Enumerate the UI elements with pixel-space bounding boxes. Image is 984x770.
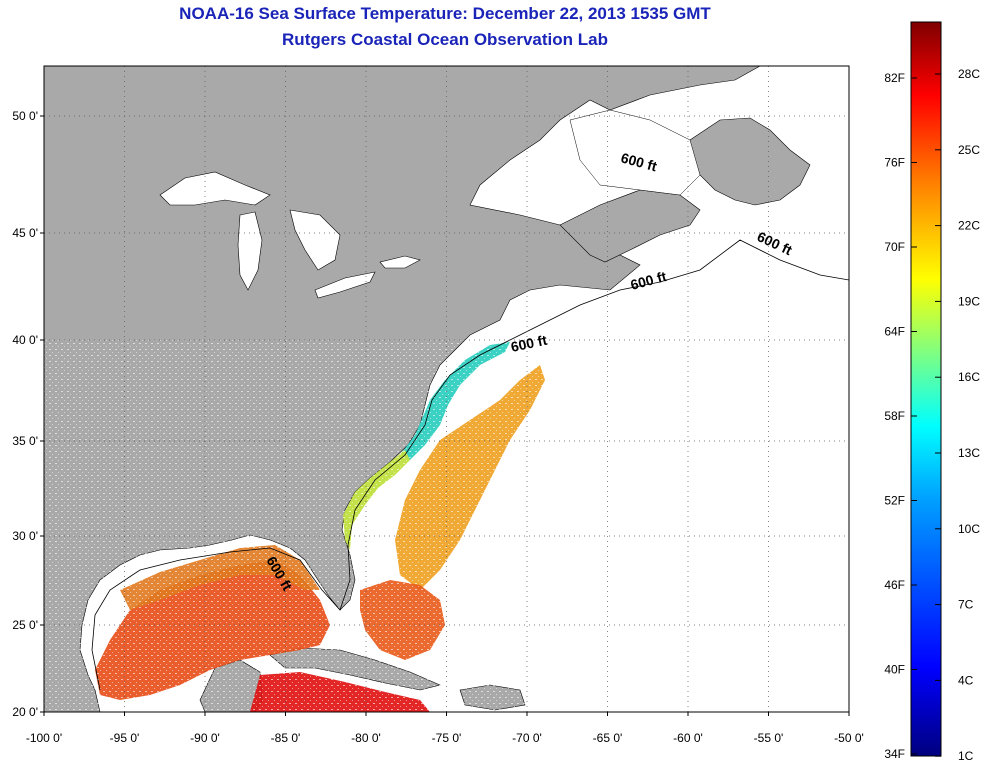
colorbar-c-label: 13C xyxy=(958,446,980,460)
lon-tick-label: -55 0' xyxy=(754,731,784,745)
lat-tick-label: 45 0' xyxy=(12,226,38,240)
graticule xyxy=(44,66,849,712)
gulf-st-lawrence xyxy=(569,109,701,196)
lat-tick-label: 25 0' xyxy=(12,618,38,632)
colorbar-c-label: 22C xyxy=(958,219,980,233)
lon-tick-label: -95 0' xyxy=(110,731,140,745)
colorbar-fahrenheit-labels: 82F 76F 70F 64F 58F 52F 46F 40F 34F xyxy=(884,71,917,761)
lat-tick-label: 30 0' xyxy=(12,529,38,543)
lon-tick-label: -60 0' xyxy=(673,731,703,745)
colorbar-f-label: 34F xyxy=(884,747,905,761)
lon-tick-label: -75 0' xyxy=(432,731,462,745)
colorbar-f-label: 76F xyxy=(884,156,905,170)
lat-tick-label: 40 0' xyxy=(12,333,38,347)
colorbar-c-label: 10C xyxy=(958,522,980,536)
colorbar-f-label: 40F xyxy=(884,663,905,677)
colorbar-c-label: 7C xyxy=(958,598,974,612)
colorbar-f-label: 64F xyxy=(884,325,905,339)
longitude-labels: -100 0' -95 0' -90 0' -85 0' -80 0' -75 0' -70… xyxy=(26,712,864,745)
colorbar xyxy=(910,21,942,757)
lake-ontario xyxy=(379,255,421,269)
lon-tick-label: -85 0' xyxy=(271,731,301,745)
colorbar-f-label: 46F xyxy=(884,578,905,592)
lon-tick-label: -70 0' xyxy=(512,731,542,745)
colorbar-f-label: 82F xyxy=(884,71,905,85)
colorbar-f-label: 70F xyxy=(884,240,905,254)
lake-michigan xyxy=(237,211,263,291)
land-newfoundland xyxy=(689,117,811,206)
lat-tick-label: 20 0' xyxy=(12,705,38,719)
colorbar-c-label: 1C xyxy=(958,749,974,763)
map-title: NOAA-16 Sea Surface Temperature: Decembe… xyxy=(179,4,711,23)
colorbar-f-label: 58F xyxy=(884,409,905,423)
lon-tick-label: -90 0' xyxy=(190,731,220,745)
lake-superior xyxy=(159,171,271,206)
lon-tick-label: -80 0' xyxy=(351,731,381,745)
lake-huron xyxy=(289,209,341,271)
contour-label-4: 600 ft xyxy=(509,332,548,355)
contour-600ft xyxy=(91,239,849,691)
lon-tick-label: -65 0' xyxy=(593,731,623,745)
colorbar-celsius-labels: 28C 25C 22C 19C 16C 13C 10C 7C 4C 1C xyxy=(935,67,980,763)
lat-tick-label: 50 0' xyxy=(12,109,38,123)
lat-tick-label: 35 0' xyxy=(12,434,38,448)
colorbar-c-label: 25C xyxy=(958,143,980,157)
land-maritimes xyxy=(559,189,701,263)
latitude-labels: 20 0' 25 0' 30 0' 35 0' 40 0' 45 0' 50 0' xyxy=(12,109,44,719)
colorbar-c-label: 4C xyxy=(958,673,974,687)
lon-tick-label: -50 0' xyxy=(834,731,864,745)
colorbar-c-label: 28C xyxy=(958,67,980,81)
colorbar-c-label: 16C xyxy=(958,370,980,384)
map-subtitle: Rutgers Coastal Ocean Observation Lab xyxy=(282,30,608,49)
lon-tick-label: -100 0' xyxy=(26,731,62,745)
colorbar-f-label: 52F xyxy=(884,494,905,508)
colorbar-c-label: 19C xyxy=(958,294,980,308)
lake-erie xyxy=(314,271,376,299)
